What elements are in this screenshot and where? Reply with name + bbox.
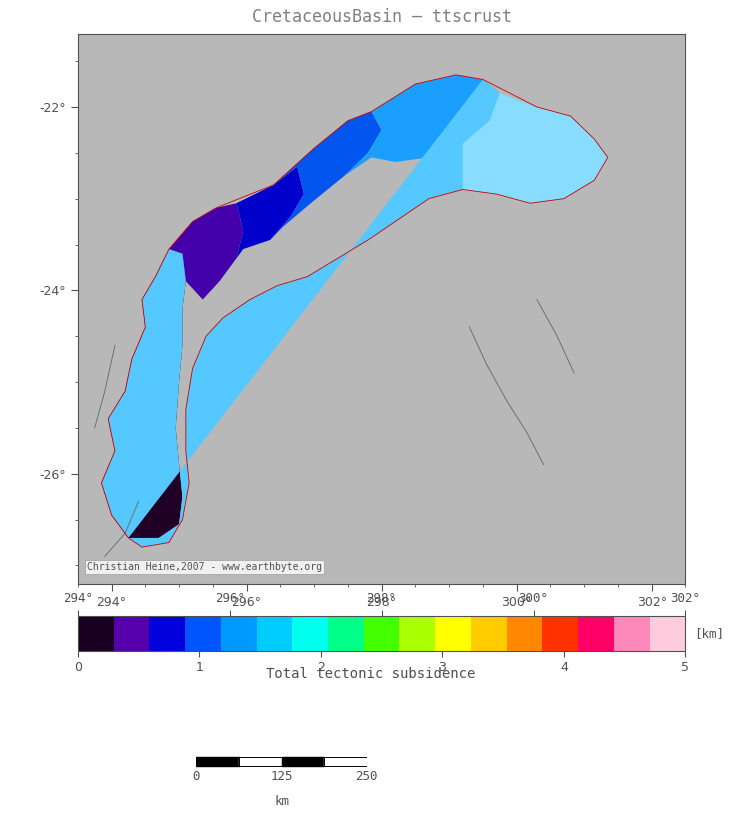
Polygon shape <box>102 80 608 547</box>
Polygon shape <box>102 249 186 538</box>
Text: Total tectonic subsidence: Total tectonic subsidence <box>266 667 475 680</box>
Title: CretaceousBasin – ttscrust: CretaceousBasin – ttscrust <box>252 8 511 27</box>
Polygon shape <box>169 203 243 300</box>
Polygon shape <box>270 112 382 240</box>
Text: Christian Heine,2007 - www.earthbyte.org: Christian Heine,2007 - www.earthbyte.org <box>87 562 322 572</box>
Text: [km]: [km] <box>694 627 725 640</box>
Polygon shape <box>462 80 608 203</box>
Polygon shape <box>216 166 304 258</box>
Text: 125: 125 <box>270 770 293 783</box>
Text: 250: 250 <box>356 770 378 783</box>
Polygon shape <box>345 75 499 176</box>
Text: km: km <box>274 795 289 808</box>
Text: 0: 0 <box>193 770 200 783</box>
